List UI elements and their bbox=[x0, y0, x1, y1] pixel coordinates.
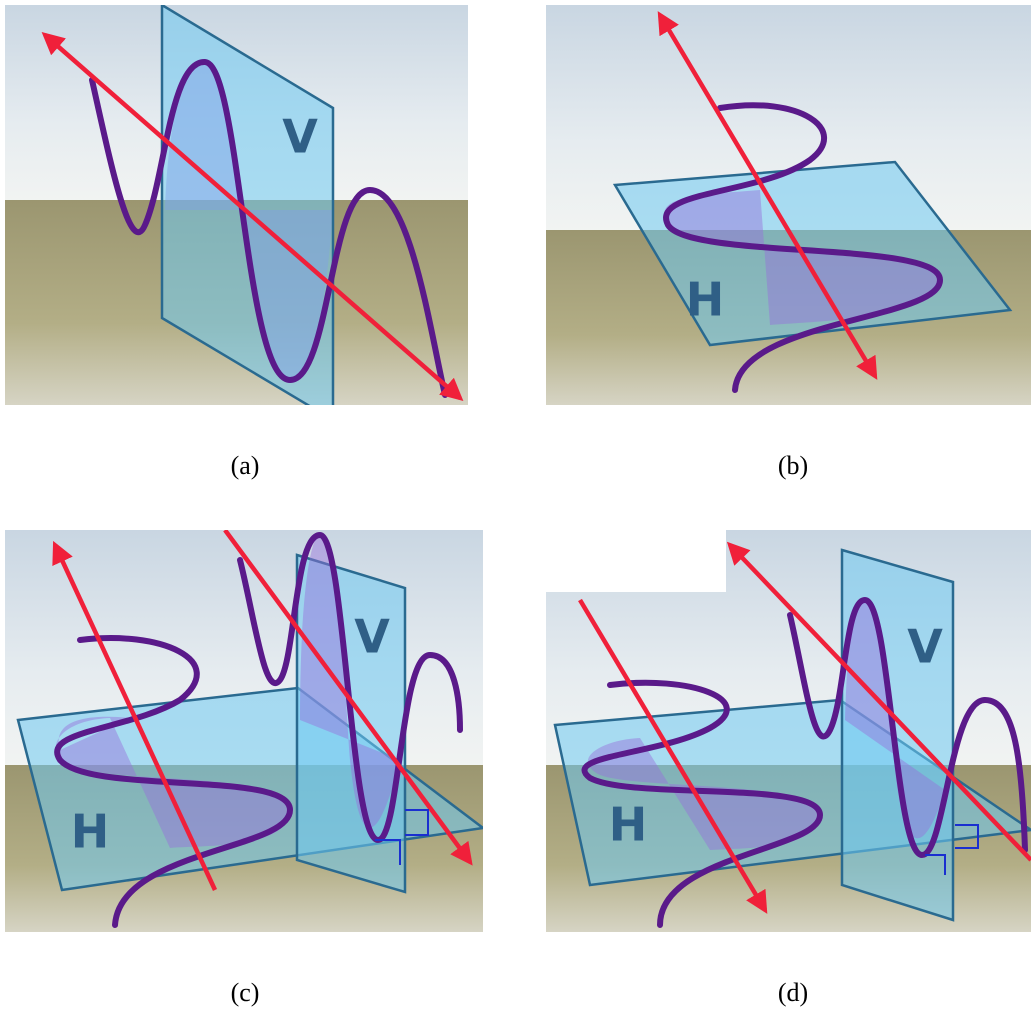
panel-c: H V bbox=[5, 530, 483, 932]
panel-a: V bbox=[5, 5, 468, 420]
caption: (a) bbox=[231, 451, 260, 480]
caption: (d) bbox=[778, 978, 808, 1007]
caption: (c) bbox=[231, 978, 260, 1007]
plane-label: V bbox=[907, 620, 943, 674]
panel-d: H V bbox=[546, 530, 1031, 932]
caption: (b) bbox=[778, 451, 808, 480]
plane-label: V bbox=[354, 610, 390, 664]
plane-label: H bbox=[686, 273, 725, 327]
figure: V (a) H (b) H V (c) bbox=[0, 0, 1031, 1011]
plane-label: H bbox=[609, 798, 648, 852]
plane-label: V bbox=[282, 110, 318, 164]
panel-b: H bbox=[546, 5, 1031, 405]
plane-label: H bbox=[71, 805, 110, 859]
